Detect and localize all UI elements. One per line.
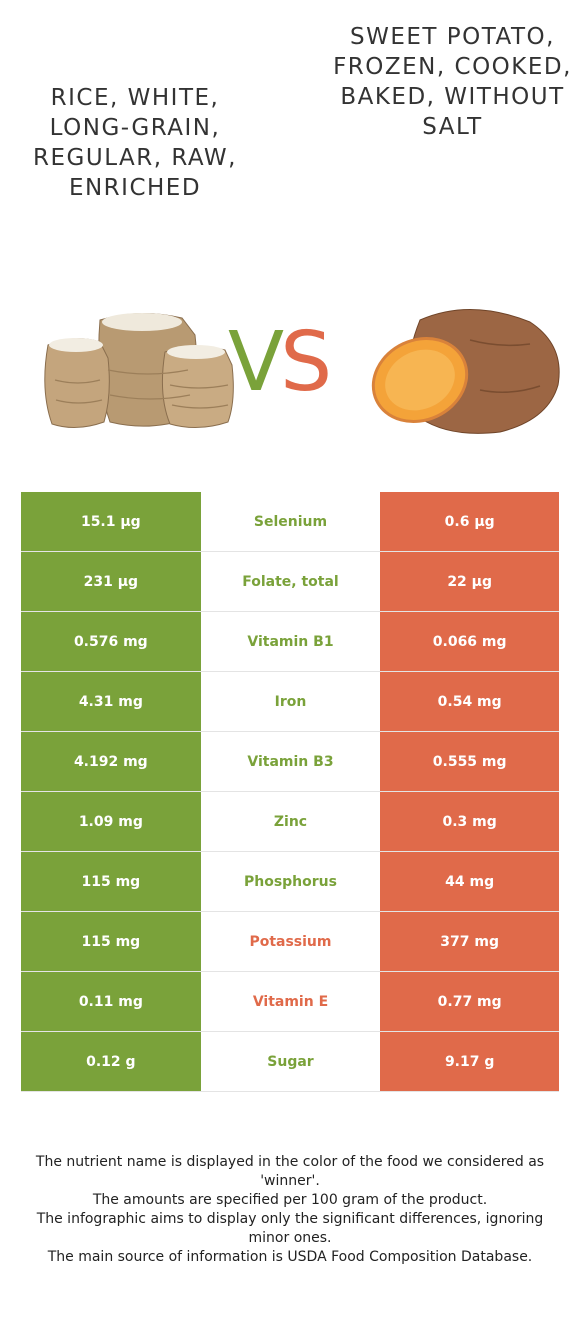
right-value: 0.77 mg [380,971,559,1032]
left-food-title: RICE, WHITE, LONG-GRAIN, REGULAR, RAW, E… [33,85,237,201]
nutrient-name: Zinc [200,791,381,852]
rice-sacks-image [44,313,234,428]
left-value: 115 mg [21,911,201,972]
rice-top-right [167,345,225,359]
nutrient-name: Phosphorus [200,851,381,912]
table-row: 1.09 mg Zinc 0.3 mg [21,791,559,852]
left-value: 115 mg [21,851,201,912]
left-value: 0.11 mg [21,971,201,1032]
table-row: 0.11 mg Vitamin E 0.77 mg [21,971,559,1032]
nutrient-name: Vitamin E [200,971,381,1032]
footer-notes: The nutrient name is displayed in the co… [20,1153,560,1267]
comparison-table: 15.1 µg Selenium 0.6 µg 231 µg Folate, total… [21,492,559,1092]
table-row: 115 mg Potassium 377 mg [21,911,559,972]
left-value: 0.12 g [21,1031,201,1092]
left-value: 4.192 mg [21,731,201,792]
right-value: 0.54 mg [380,671,559,732]
footer-line: The amounts are specified per 100 gram o… [92,1192,488,1208]
comparison-rows: 15.1 µg Selenium 0.6 µg 231 µg Folate, total… [21,492,559,1092]
table-row: 0.12 g Sugar 9.17 g [21,1031,559,1092]
right-value: 377 mg [380,911,559,972]
nutrient-name: Iron [200,671,381,732]
table-row: 15.1 µg Selenium 0.6 µg [21,492,559,552]
table-row: 4.192 mg Vitamin B3 0.555 mg [21,731,559,792]
left-value: 15.1 µg [21,492,201,552]
vs-v: V [228,315,284,410]
nutrient-name: Vitamin B1 [200,611,381,672]
vs-label: VS [228,315,332,410]
left-value: 0.576 mg [21,611,201,672]
left-value: 1.09 mg [21,791,201,852]
right-food-title: SWEET POTATO, FROZEN, COOKED, BAKED, WIT… [333,24,572,140]
nutrient-name: Selenium [200,492,381,552]
footer-line: The infographic aims to display only the… [36,1211,544,1246]
right-value: 0.3 mg [380,791,559,852]
nutrient-name: Potassium [200,911,381,972]
right-value: 0.066 mg [380,611,559,672]
table-row: 0.576 mg Vitamin B1 0.066 mg [21,611,559,672]
nutrient-name: Folate, total [200,551,381,612]
footer-line: The main source of information is USDA F… [47,1249,533,1265]
table-row: 231 µg Folate, total 22 µg [21,551,559,612]
right-value: 22 µg [380,551,559,612]
right-value: 0.555 mg [380,731,559,792]
vs-s: S [280,315,332,410]
sweet-potato-image [371,309,560,434]
nutrient-name: Vitamin B3 [200,731,381,792]
footer-line: The nutrient name is displayed in the co… [35,1154,545,1189]
right-value: 9.17 g [380,1031,559,1092]
table-row: 115 mg Phosphorus 44 mg [21,851,559,912]
left-value: 4.31 mg [21,671,201,732]
food-images [44,309,560,434]
rice-top-left [49,338,103,352]
left-value: 231 µg [21,551,201,612]
rice-top-back [102,313,182,331]
nutrient-name: Sugar [200,1031,381,1092]
right-value: 0.6 µg [380,492,559,552]
table-row: 4.31 mg Iron 0.54 mg [21,671,559,732]
right-value: 44 mg [380,851,559,912]
